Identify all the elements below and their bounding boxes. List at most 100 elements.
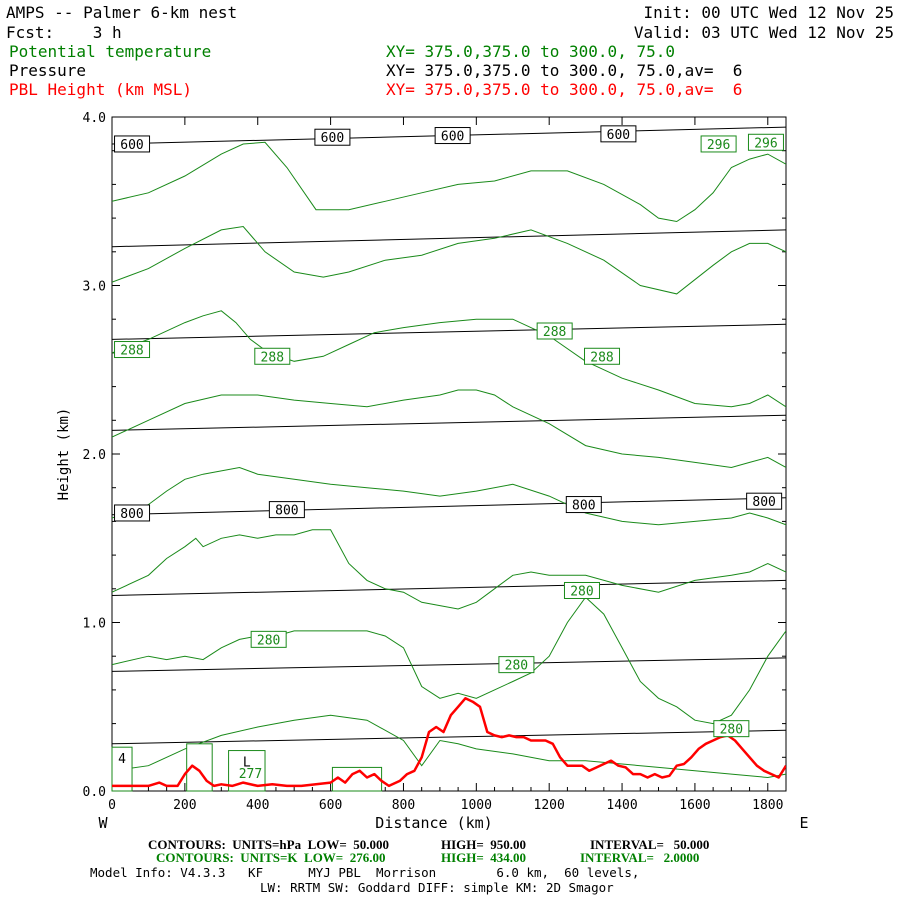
theta-contour-label-box (536, 322, 573, 340)
theta-contour-line (112, 225, 786, 295)
pressure-contour-label-text: 600 (321, 131, 344, 146)
theta-contour-line (112, 714, 786, 779)
x-tick-label: 800 (392, 798, 415, 813)
pressure-contour-label: 600 (314, 128, 351, 146)
field-theta-name: Potential temperature (9, 42, 211, 61)
x-tick-label: 400 (246, 798, 269, 813)
pressure-contour-label-text: 800 (752, 495, 775, 510)
terrain-box-label: 4 (118, 752, 126, 767)
footer: CONTOURS: UNITS=hPa LOW= 50.000 HIGH= 95… (148, 837, 709, 865)
theta-contour-line (112, 141, 786, 223)
pressure-contour-label-box (314, 128, 351, 146)
pressure-contour-line (112, 657, 786, 672)
theta-contour-label: 280 (713, 720, 750, 738)
header-init: Init: 00 UTC Wed 12 Nov 25 (644, 3, 894, 22)
pressure-contour-label-text: 800 (120, 507, 143, 522)
footer-model-info-2: LW: RRTM SW: Goddard DIFF: simple KM: 2D… (260, 880, 614, 895)
pressure-contour-line (112, 497, 786, 516)
pressure-contour-line (112, 729, 786, 745)
theta-contour-line (112, 310, 786, 408)
footer-theta-c3: INTERVAL= 2.0000 (580, 850, 699, 865)
footer-pressure-c3: INTERVAL= 50.000 (590, 837, 709, 852)
footer-theta-c2: HIGH= 434.00 (441, 850, 526, 865)
theta-contour-label: 288 (536, 322, 573, 340)
pressure-contour-label: 800 (268, 501, 305, 519)
footer-pressure-c2: HIGH= 950.00 (441, 837, 526, 852)
footer-pressure-c1: CONTOURS: UNITS=hPa LOW= 50.000 (148, 837, 389, 852)
x-tick-label: 1000 (461, 798, 492, 813)
theta-contour-label-box (254, 347, 291, 365)
pressure-contour-line (112, 414, 786, 431)
field-pbl-xy: XY= 375.0,375.0 to 300.0, 75.0,av= 6 (386, 80, 742, 99)
field-pbl-name: PBL Height (km MSL) (9, 80, 192, 99)
pressure-contours (112, 126, 786, 745)
theta-contour-line (112, 596, 786, 725)
theta-contour-label-box (114, 341, 151, 359)
theta-contour-label: 280 (498, 656, 535, 674)
footer-model-info: Model Info: V4.3.3 KF MYJ PBL Morrison 6… (90, 865, 639, 880)
theta-contour-label-box (250, 630, 287, 648)
pressure-contour-line (112, 323, 786, 340)
theta-contour-line (112, 529, 786, 610)
pressure-contour-label: 800 (114, 504, 151, 522)
theta-contour-label-box (584, 347, 621, 365)
theta-contour-line (112, 466, 786, 526)
axes: 0 200 400 600 800 1000 1200 1400 1600 1800 0.0 1.0 2… (83, 111, 786, 813)
theta-contour-label: 280 (250, 630, 287, 648)
theta-contour-label-text: 280 (505, 659, 528, 674)
theta-contours (112, 141, 786, 779)
y-tick-label: 2.0 (83, 448, 106, 463)
terrain-box (111, 746, 133, 792)
pressure-contour-label-box (268, 501, 305, 519)
y-tick-label: 3.0 (83, 280, 106, 295)
pressure-contour-line (112, 229, 786, 248)
footer-theta-c1: CONTOURS: UNITS=K LOW= 276.00 (156, 850, 385, 865)
theta-contour-label: 288 (584, 347, 621, 365)
pressure-contour-label-box (114, 135, 151, 153)
plot-frame (111, 116, 787, 792)
theta-contour-label-text: 288 (590, 350, 613, 365)
x-tick-label: 1400 (606, 798, 637, 813)
theta-contour-label: 296 (700, 135, 737, 153)
theta-contour-label-box (747, 133, 784, 151)
pressure-contour-label-box (600, 125, 637, 143)
pressure-contour-label-box (565, 496, 602, 514)
x-tick-label: 1800 (752, 798, 783, 813)
pressure-contour-label-box (746, 492, 783, 510)
theta-contour-label-text: 280 (720, 723, 743, 738)
pressure-contour-label-text: 800 (275, 504, 298, 519)
pressure-contour-label-box (434, 127, 471, 145)
theta-contour-line (112, 389, 786, 469)
pressure-contour-label: 800 (746, 492, 783, 510)
theta-contour-label: 280 (563, 581, 600, 599)
pressure-contour-label-text: 600 (120, 138, 143, 153)
x-tick-label: 200 (173, 798, 196, 813)
pbl-height-series (112, 697, 786, 788)
x-tick-label: 600 (319, 798, 342, 813)
theta-contour-label-box (700, 135, 737, 153)
terrain-box-label: L (243, 756, 251, 771)
x-tick-label: 0 (108, 798, 116, 813)
x-tick-label: 1600 (679, 798, 710, 813)
terrain-label: 277 (239, 767, 262, 782)
y-tick-label: 1.0 (83, 617, 106, 632)
header-valid: Valid: 03 UTC Wed 12 Nov 25 (634, 23, 894, 42)
field-pressure-name: Pressure (9, 61, 86, 80)
x-end-right: E (799, 814, 808, 832)
field-pressure-xy: XY= 375.0,375.0 to 300.0, 75.0,av= 6 (386, 61, 742, 80)
x-tick-label: 1200 (534, 798, 565, 813)
theta-contour-label: 296 (747, 133, 784, 151)
pressure-contour-label: 600 (434, 127, 471, 145)
theta-contour-label-box (498, 656, 535, 674)
x-end-left: W (98, 814, 108, 832)
pressure-contour-label-text: 800 (572, 499, 595, 514)
pressure-contour-label: 800 (565, 496, 602, 514)
x-axis-label: Distance (km) (375, 814, 492, 832)
pressure-contour-label: 600 (114, 135, 151, 153)
y-tick-label: 4.0 (83, 111, 106, 126)
theta-contour-label-text: 296 (707, 138, 730, 153)
pbl-height-line (112, 697, 786, 788)
y-axis-label: Height (km) (56, 408, 72, 501)
